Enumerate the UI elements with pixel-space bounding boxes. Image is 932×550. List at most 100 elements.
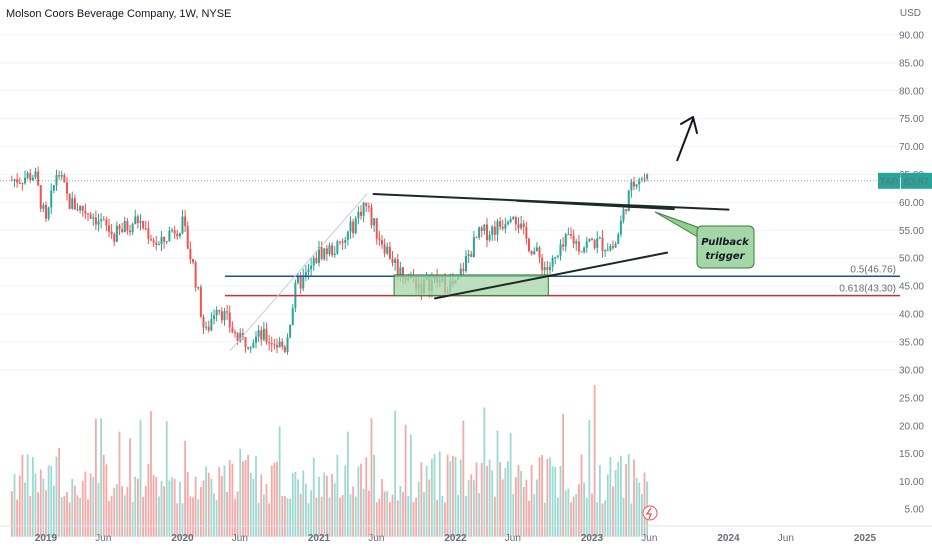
candle-body	[194, 262, 197, 288]
candle-body	[352, 221, 355, 234]
volume-bar	[352, 486, 355, 537]
volume-bar	[564, 490, 567, 537]
candle-body	[273, 344, 276, 346]
candle-body	[396, 259, 399, 275]
candle-body	[244, 337, 247, 347]
candle-body	[318, 247, 320, 263]
x-tick-label: 2022	[444, 533, 467, 544]
candle-body	[388, 246, 391, 259]
volume-bar	[570, 502, 572, 537]
volume-bar	[144, 485, 147, 537]
candle-body	[100, 219, 103, 222]
x-tick-label: 2021	[308, 533, 331, 544]
candle-body	[378, 238, 381, 241]
volume-bar	[281, 496, 284, 537]
volume-bar	[436, 499, 439, 537]
candle-body	[10, 180, 13, 182]
volume-bar	[585, 497, 588, 537]
candle-body	[480, 227, 483, 231]
volume-bar	[45, 490, 47, 537]
candle-body	[517, 224, 520, 229]
volume-bar	[583, 482, 586, 537]
volume-bar	[29, 495, 32, 537]
volume-bar	[231, 463, 234, 537]
volume-bar	[367, 490, 370, 537]
volume-bar	[47, 465, 50, 537]
volume-bar	[459, 459, 462, 537]
volume-bar	[105, 464, 108, 537]
volume-bar	[31, 457, 34, 537]
volume-bar	[71, 478, 74, 537]
candle-body	[260, 330, 263, 340]
candle-body	[514, 217, 517, 225]
volume-bar	[462, 420, 465, 537]
candle-body	[118, 225, 121, 230]
candle-body	[181, 216, 184, 234]
volume-bar	[514, 477, 517, 537]
volume-bar	[333, 483, 336, 537]
volume-bar	[507, 461, 509, 537]
volume-bar	[609, 456, 612, 537]
volume-bar	[89, 473, 92, 537]
candle-body	[234, 331, 236, 333]
volume-bar	[291, 473, 294, 537]
candle-body	[42, 205, 45, 209]
volume-bar	[402, 492, 404, 537]
volume-bar	[186, 471, 189, 537]
volume-bar	[239, 448, 242, 537]
volume-bar	[294, 471, 297, 537]
candle-body	[115, 225, 118, 242]
volume-bar	[567, 488, 570, 537]
volume-bar	[533, 494, 536, 537]
volume-bar	[373, 454, 376, 537]
candle-body	[331, 245, 334, 256]
volume-bar	[108, 500, 110, 537]
candle-body	[328, 245, 331, 255]
candle-body	[520, 223, 523, 229]
volume-bar	[517, 465, 520, 537]
volume-bar	[26, 454, 29, 537]
volume-bar	[16, 499, 19, 537]
volume-bar	[606, 474, 609, 537]
candle-body	[73, 198, 76, 210]
volume-bar	[244, 460, 247, 537]
volume-bar	[276, 461, 278, 537]
candle-body	[160, 236, 163, 244]
candle-body	[297, 277, 299, 283]
volume-bar	[444, 502, 446, 537]
volume-bar	[591, 493, 593, 537]
candle-body	[312, 257, 315, 266]
volume-bar	[24, 482, 26, 537]
volume-bar	[202, 480, 205, 537]
candle-body	[365, 202, 368, 207]
volume-bar	[491, 470, 494, 537]
volume-bar	[42, 478, 45, 537]
candle-body	[186, 226, 189, 249]
candle-body	[37, 171, 40, 186]
candle-body	[289, 324, 292, 338]
volume-bar	[362, 488, 365, 537]
candle-body	[205, 326, 208, 328]
volume-bar	[220, 476, 223, 537]
candle-body	[499, 221, 502, 227]
volume-bar	[346, 431, 349, 537]
volume-bar	[312, 457, 315, 537]
volume-bar	[286, 498, 289, 537]
volume-bar	[184, 440, 187, 537]
candle-body	[341, 241, 344, 243]
candle-body	[68, 193, 71, 209]
candle-body	[619, 220, 622, 235]
candle-body	[459, 268, 462, 276]
candle-body	[622, 209, 625, 221]
volume-bar	[467, 480, 470, 537]
candle-body	[354, 218, 357, 234]
candle-body	[218, 309, 221, 312]
candle-body	[16, 179, 19, 183]
volume-bar	[627, 454, 630, 537]
candle-body	[501, 226, 504, 229]
volume-bar	[173, 478, 176, 537]
volume-bar	[147, 463, 150, 537]
volume-bar	[404, 424, 407, 537]
volume-bar	[344, 465, 347, 537]
candle-body	[131, 224, 134, 233]
